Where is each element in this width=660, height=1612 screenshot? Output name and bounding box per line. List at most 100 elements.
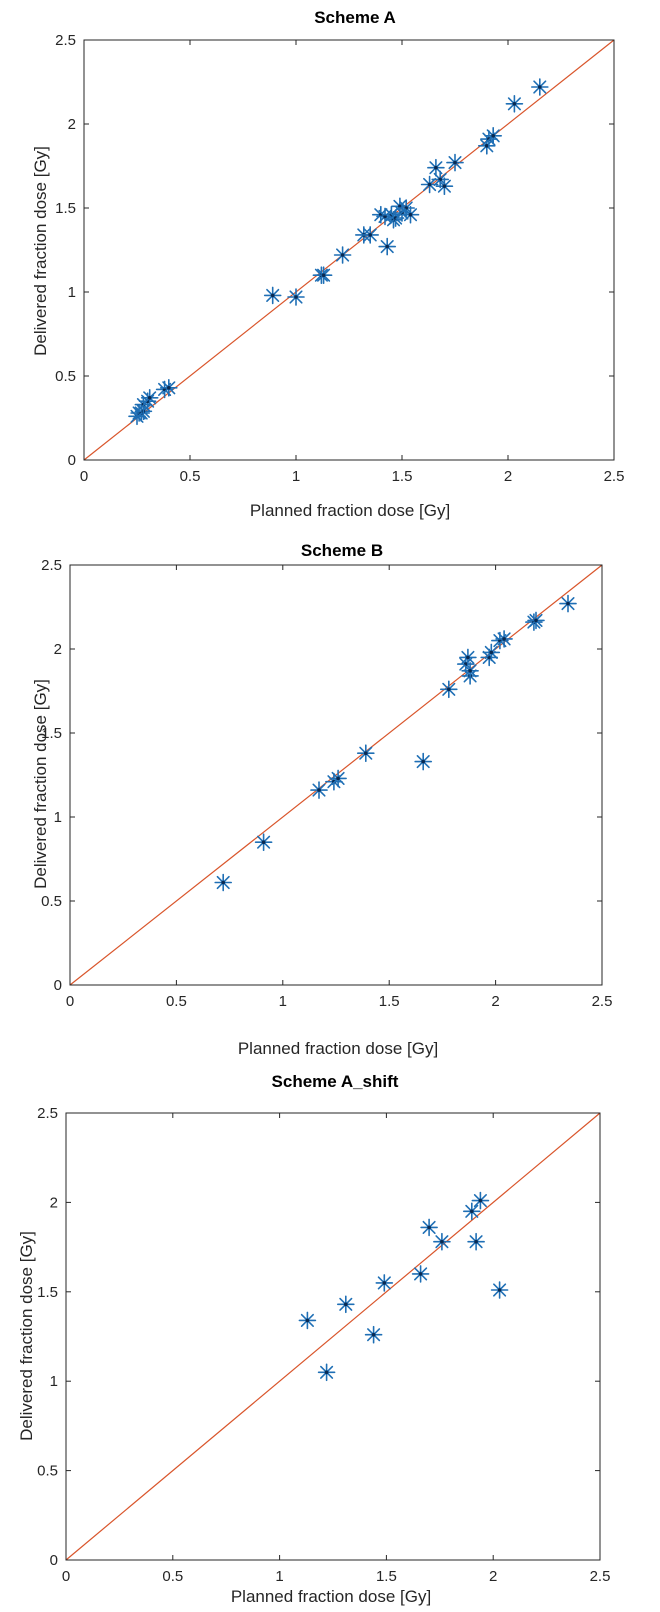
chart-title: Scheme B xyxy=(301,541,383,560)
y-tick-label: 0 xyxy=(50,1552,58,1569)
x-tick-label: 0 xyxy=(62,1568,70,1585)
data-point xyxy=(484,127,503,145)
x-tick-label: 0 xyxy=(66,993,74,1010)
data-point xyxy=(364,1325,383,1344)
y-tick-label: 1 xyxy=(50,1373,58,1390)
data-point xyxy=(559,594,577,613)
y-tick-label: 2 xyxy=(68,116,76,133)
data-point xyxy=(433,1232,451,1251)
y-axis-label: Delivered fraction dose [Gy] xyxy=(31,146,50,356)
data-point xyxy=(446,153,464,172)
data-point xyxy=(160,378,178,397)
y-tick-label: 1.5 xyxy=(37,1284,58,1301)
x-tick-label: 2 xyxy=(504,468,512,485)
data-point xyxy=(527,611,545,630)
identity-line xyxy=(83,39,615,461)
data-point xyxy=(461,662,479,680)
data-point xyxy=(375,1274,394,1292)
data-point xyxy=(361,226,380,244)
data-point xyxy=(435,177,454,195)
y-tick-label: 0 xyxy=(54,977,62,994)
data-point xyxy=(467,1232,485,1251)
y-tick-label: 0 xyxy=(68,452,76,469)
data-point xyxy=(263,286,282,305)
data-point xyxy=(490,1281,509,1299)
y-tick-label: 1 xyxy=(54,809,62,826)
axes-box xyxy=(83,39,615,461)
scatter-chart-scheme-a: Scheme A 0 0.5 1 1.5 2 2.5 0 0.5 1 1.5 2 2.5 Planne… xyxy=(31,8,624,520)
data-point xyxy=(298,1311,317,1330)
scatter-chart-scheme-b: Scheme B 0 0.5 1 1.5 2 2.5 0 0.5 1 1.5 2 2.5 Planne… xyxy=(31,541,612,1058)
data-point xyxy=(214,873,232,892)
data-point xyxy=(530,78,549,96)
data-point xyxy=(378,237,397,256)
scatter-chart-scheme-a-shift: Scheme A_shift 0 0.5 1 1.5 2 2.500.511.522.5 … xyxy=(17,1072,610,1606)
x-tick-label: 2.5 xyxy=(590,1568,611,1585)
x-tick-label: 0.5 xyxy=(166,993,187,1010)
y-axis-label: Delivered fraction dose [Gy] xyxy=(17,1231,36,1441)
x-tick-label: 1.5 xyxy=(392,468,413,485)
identity-line xyxy=(69,564,603,986)
data-point xyxy=(471,1191,490,1210)
identity-line xyxy=(65,1112,601,1561)
data-point xyxy=(310,781,328,799)
y-axis-label: Delivered fraction dose [Gy] xyxy=(31,679,50,889)
x-tick-label: 0 xyxy=(80,468,88,485)
data-point xyxy=(140,388,159,407)
data-point xyxy=(482,643,501,662)
plot-area: 0 0.5 1 1.5 2 2.5 0 0.5 1 1.5 2 2.5 xyxy=(41,557,612,1010)
chart-title: Scheme A_shift xyxy=(272,1072,399,1091)
data-point xyxy=(462,1202,481,1221)
y-tick-label: 0.5 xyxy=(37,1463,58,1480)
data-point xyxy=(401,205,420,224)
x-tick-label: 2.5 xyxy=(604,468,625,485)
y-tick-label: 2.5 xyxy=(37,1105,58,1122)
data-point xyxy=(459,648,477,667)
plot-area: 0 0.5 1 1.5 2 2.5 0 0.5 1 1.5 2 2.5 xyxy=(55,32,624,485)
x-tick-label: 1 xyxy=(279,993,287,1010)
data-point xyxy=(439,680,458,699)
data-point xyxy=(505,95,524,113)
data-point xyxy=(329,769,347,788)
y-tick-label: 2.5 xyxy=(41,557,62,574)
data-point xyxy=(317,1363,336,1382)
y-tick-label: 1 xyxy=(68,284,76,301)
y-tick-label: 2.5 xyxy=(55,32,76,49)
chart-panel-scheme-a-shift: Scheme A_shift 0 0.5 1 1.5 2 2.5 0 0.5 1 1.5 2 2.5 … xyxy=(0,1065,660,1612)
y-tick-label: 1.5 xyxy=(55,200,76,217)
data-point xyxy=(254,833,273,852)
data-point xyxy=(314,266,333,285)
x-tick-label: 2.5 xyxy=(592,993,613,1010)
axes-box xyxy=(65,1112,601,1561)
data-point xyxy=(414,752,433,771)
x-axis-label: Planned fraction dose [Gy] xyxy=(238,1039,438,1058)
data-point xyxy=(456,655,475,673)
plot-area: 0 0.5 1 1.5 2 2.5 0 0.5 1 1.5 2 2.5 xyxy=(37,1105,610,1585)
data-point xyxy=(411,1265,430,1283)
data-point xyxy=(495,630,513,648)
chart-panel-scheme-b: Scheme B 0 0.5 1 1.5 2 2.5 0 0.5 1 1.5 2 2.5 Planne… xyxy=(0,530,660,1065)
x-tick-label: 1 xyxy=(275,1568,283,1585)
x-tick-label: 1.5 xyxy=(379,993,400,1010)
x-tick-label: 2 xyxy=(489,1568,497,1585)
axes-box xyxy=(69,564,603,986)
x-tick-label: 1 xyxy=(292,468,300,485)
x-tick-label: 0.5 xyxy=(162,1568,183,1585)
data-point xyxy=(287,288,305,306)
y-tick-label: 0.5 xyxy=(55,368,76,385)
data-point xyxy=(356,744,375,762)
data-point xyxy=(420,1218,438,1237)
x-tick-label: 2 xyxy=(491,993,499,1010)
chart-title: Scheme A xyxy=(314,8,396,27)
y-tick-label: 1.5 xyxy=(41,725,62,742)
x-axis-label: Planned fraction dose [Gy] xyxy=(231,1587,431,1606)
data-point xyxy=(333,246,352,264)
x-tick-label: 1.5 xyxy=(376,1568,397,1585)
y-tick-label: 2 xyxy=(54,641,62,658)
data-point xyxy=(336,1295,355,1314)
y-tick-label: 2 xyxy=(50,1194,58,1211)
y-tick-label: 0.5 xyxy=(41,893,62,910)
x-axis-label: Planned fraction dose [Gy] xyxy=(250,501,450,520)
x-tick-label: 0.5 xyxy=(180,468,201,485)
chart-panel-scheme-a: Scheme A 0 0.5 1 1.5 2 2.5 0 0.5 1 1.5 2 2.5 Planne… xyxy=(0,0,660,530)
